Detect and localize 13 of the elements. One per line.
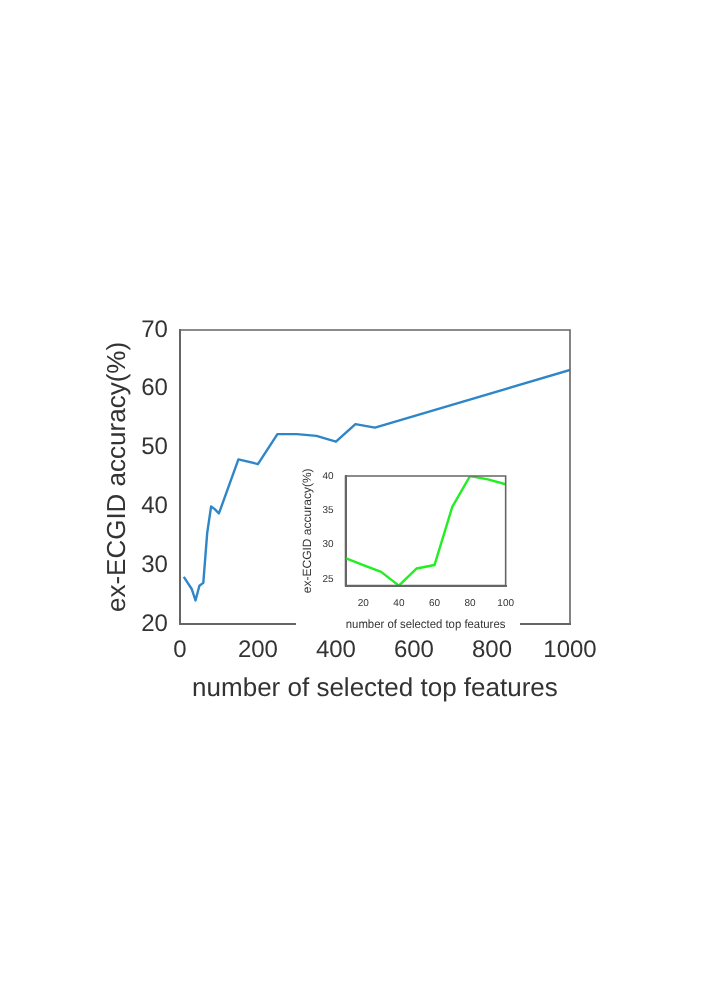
x-tick-label: 1000 — [543, 635, 598, 664]
y-tick-label: 70 — [141, 314, 169, 343]
x-tick-label: 0 — [173, 635, 188, 664]
y-tick-label: 40 — [141, 491, 169, 520]
y-tick-label: 50 — [141, 432, 169, 461]
y-tick-label: 60 — [141, 373, 169, 402]
x-axis-title: number of selected top features — [192, 671, 559, 702]
x-tick-label: 600 — [393, 635, 435, 664]
x-tick-label: 200 — [237, 635, 279, 664]
x-tick-label: 800 — [471, 635, 513, 664]
x-tick-label: 400 — [315, 635, 357, 664]
y-tick-label: 30 — [141, 549, 169, 578]
y-axis-title: ex-ECGID accuracy(%) — [100, 341, 131, 613]
